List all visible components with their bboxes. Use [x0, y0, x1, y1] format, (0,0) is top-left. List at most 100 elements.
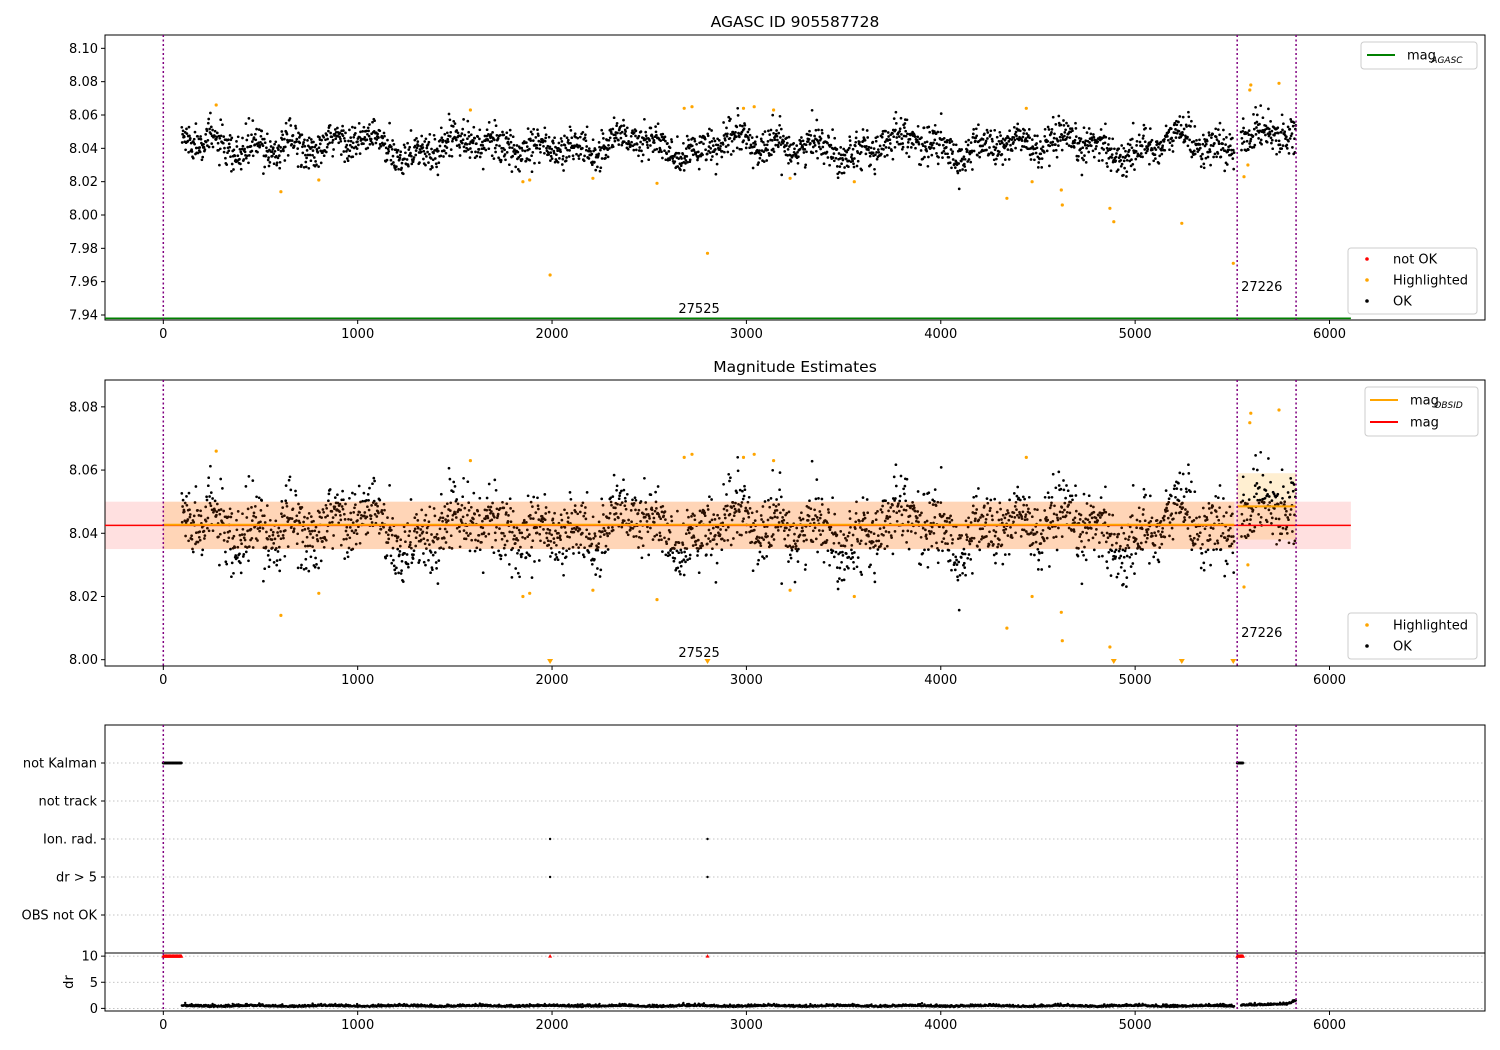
ok-point	[901, 529, 905, 533]
ok-point	[874, 544, 877, 547]
ok-point	[389, 145, 393, 149]
ok-point	[629, 526, 633, 530]
ok-point	[691, 153, 695, 157]
ok-point	[841, 554, 845, 557]
ok-point	[755, 510, 759, 513]
ok-point	[772, 150, 776, 153]
ok-point	[831, 496, 834, 500]
ok-point	[473, 549, 477, 553]
ok-point	[495, 143, 498, 147]
ok-point	[1144, 540, 1148, 544]
ok-point	[590, 542, 594, 546]
ok-point	[676, 509, 679, 513]
ok-point	[796, 161, 800, 165]
ok-point	[439, 154, 443, 158]
ok-point	[243, 147, 246, 151]
ok-point	[533, 560, 536, 563]
ok-point	[897, 135, 901, 138]
ok-point	[778, 123, 781, 127]
ok-point	[1106, 149, 1110, 152]
ok-point	[1054, 486, 1058, 490]
ok-point	[1182, 495, 1186, 498]
ok-point	[1289, 134, 1293, 138]
legend-lower	[1347, 247, 1478, 315]
ok-point	[422, 560, 426, 564]
ok-point	[941, 143, 945, 147]
ok-point	[709, 553, 713, 557]
ok-point	[844, 552, 848, 555]
ok-point	[493, 531, 497, 535]
ok-point	[339, 514, 342, 517]
ok-point	[981, 138, 985, 141]
ok-point	[267, 565, 271, 569]
ok-point	[187, 150, 190, 154]
ok-point	[535, 531, 539, 535]
ok-point	[994, 561, 997, 565]
ok-point	[930, 146, 933, 149]
ok-point	[1095, 528, 1098, 531]
highlighted-point	[1024, 106, 1028, 110]
ok-point	[368, 486, 371, 490]
ok-point	[294, 489, 297, 493]
ok-point	[409, 498, 413, 501]
ok-point	[693, 137, 696, 141]
ok-point	[366, 531, 370, 535]
ok-point	[296, 147, 300, 150]
ok-point	[631, 527, 635, 530]
ok-point	[1193, 490, 1197, 494]
ok-point	[230, 136, 234, 140]
ok-point	[1087, 494, 1091, 498]
ok-point	[611, 145, 615, 149]
ok-point	[1097, 159, 1101, 163]
ok-point	[795, 549, 799, 553]
ok-point	[551, 517, 555, 521]
ok-point	[1150, 138, 1154, 142]
ok-point	[347, 546, 351, 550]
ok-point	[362, 125, 366, 129]
ok-point	[1024, 513, 1028, 516]
ok-point	[887, 146, 891, 150]
ok-point	[192, 137, 196, 141]
ok-point	[1088, 520, 1091, 524]
ok-point	[245, 516, 249, 519]
ok-point	[543, 151, 546, 155]
ok-point	[247, 559, 250, 563]
ok-point	[375, 515, 379, 518]
p0-legend-swatch	[1365, 257, 1369, 261]
ok-point	[821, 529, 825, 533]
ok-point	[821, 145, 825, 149]
ok-point	[842, 147, 846, 151]
ok-point	[788, 544, 792, 548]
ok-point	[602, 513, 605, 516]
ok-point	[268, 518, 272, 522]
ok-point	[703, 514, 707, 518]
ok-point	[1040, 551, 1044, 555]
ok-point	[983, 504, 986, 508]
ok-point	[271, 546, 274, 550]
ok-point	[1013, 138, 1017, 142]
ok-point	[1252, 113, 1255, 116]
ok-point	[1117, 549, 1121, 553]
ok-point	[359, 130, 362, 134]
ok-point	[464, 537, 468, 541]
ok-point	[893, 145, 897, 149]
ok-point	[284, 499, 288, 503]
ok-point	[879, 152, 883, 156]
ok-point	[420, 508, 424, 512]
ok-point	[1103, 141, 1107, 145]
ok-point	[1079, 147, 1082, 151]
ok-point	[763, 143, 766, 147]
ok-point	[782, 140, 786, 143]
ok-point	[255, 127, 258, 131]
ok-point	[1139, 547, 1143, 551]
ok-point	[735, 146, 739, 150]
ok-point	[531, 517, 535, 520]
ok-point	[709, 532, 713, 535]
ok-point	[852, 162, 855, 166]
ok-point	[811, 151, 815, 155]
ok-point	[714, 148, 717, 151]
ok-point	[475, 142, 478, 145]
ok-point	[533, 161, 536, 165]
ok-point	[737, 502, 740, 506]
ok-point	[771, 533, 775, 536]
